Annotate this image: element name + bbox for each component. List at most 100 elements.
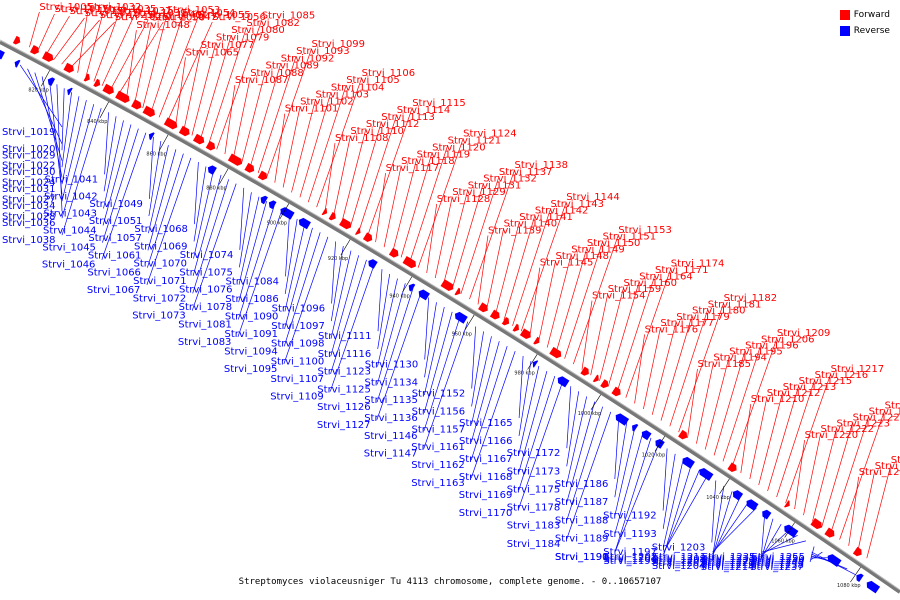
reverse-gene-label[interactable]: Strvi_1163 bbox=[411, 478, 465, 489]
forward-gene-label[interactable]: Strvi_1105 bbox=[346, 75, 400, 86]
reverse-gene-label[interactable]: Strvi_1126 bbox=[317, 402, 371, 413]
forward-gene-label[interactable]: Strvi_1080 bbox=[231, 25, 285, 36]
forward-gene-label[interactable]: Strvi_1047 bbox=[163, 12, 217, 23]
reverse-gene-label[interactable]: Strvi_1187 bbox=[555, 497, 609, 508]
reverse-gene-label[interactable]: Strvi_1204 bbox=[652, 561, 706, 572]
reverse-gene-label[interactable]: Strvi_1229 bbox=[701, 556, 755, 567]
reverse-gene-label[interactable]: Strvi_1173 bbox=[507, 466, 561, 477]
reverse-gene-label[interactable]: Strvi_1068 bbox=[134, 224, 188, 235]
reverse-gene-label[interactable]: Strvi_1116 bbox=[318, 349, 372, 360]
forward-gene-label[interactable]: Strvi_1245 bbox=[875, 461, 900, 472]
forward-gene-label[interactable]: Strvi_1113 bbox=[381, 112, 435, 123]
reverse-gene-label[interactable]: Strvi_1172 bbox=[507, 448, 561, 459]
reverse-gene-label[interactable]: Strvi_1091 bbox=[225, 329, 279, 340]
forward-gene-label[interactable]: Strvi_1048 bbox=[136, 20, 190, 31]
forward-gene-label[interactable]: Strvi_1124 bbox=[463, 129, 517, 140]
forward-gene-label[interactable]: Strvi_1138 bbox=[515, 160, 569, 171]
reverse-gene-label[interactable]: Strvi_1078 bbox=[179, 302, 233, 313]
reverse-gene-label[interactable]: Strvi_1184 bbox=[507, 539, 561, 550]
forward-gene-label[interactable]: Strvi_1176 bbox=[645, 324, 699, 335]
forward-gene-label[interactable]: Strvi_1139 bbox=[488, 225, 542, 236]
forward-gene-label[interactable]: Strvi_1035 bbox=[103, 4, 157, 15]
reverse-gene-label[interactable]: Strvi_1051 bbox=[89, 216, 143, 227]
reverse-gene-label[interactable]: Strvi_1123 bbox=[318, 367, 372, 378]
reverse-gene-label[interactable]: Strvi_1069 bbox=[134, 241, 188, 252]
forward-gene-label[interactable]: Strvi_1054 bbox=[182, 8, 236, 19]
reverse-gene-label[interactable]: Strvi_1109 bbox=[270, 392, 324, 403]
forward-gene-label[interactable]: Strvi_1128 bbox=[437, 194, 491, 205]
reverse-gene-label[interactable]: Strvi_1066 bbox=[87, 268, 141, 279]
reverse-gene-label[interactable]: Strvi_1178 bbox=[507, 503, 561, 514]
reverse-gene-label[interactable]: Strvi_1100 bbox=[271, 356, 325, 367]
reverse-gene-label[interactable]: Strvi_1130 bbox=[365, 360, 419, 371]
reverse-gene-label[interactable]: Strvi_1081 bbox=[178, 320, 232, 331]
forward-gene-label[interactable]: Strvi_1079 bbox=[216, 33, 270, 44]
reverse-gene-label[interactable]: Strvi_1044 bbox=[43, 226, 97, 237]
reverse-gene-label[interactable]: Strvi_1097 bbox=[271, 321, 325, 332]
reverse-gene-label[interactable]: Strvi_1219 bbox=[701, 560, 755, 571]
reverse-gene-label[interactable]: Strvi_1152 bbox=[412, 389, 466, 400]
forward-gene-label[interactable]: Strvi_1181 bbox=[708, 299, 762, 310]
forward-gene-label[interactable]: Strvi_1131 bbox=[468, 180, 522, 191]
reverse-gene-label[interactable]: Strvi_1095 bbox=[224, 364, 278, 375]
reverse-gene-label[interactable]: Strvi_1024 bbox=[2, 178, 56, 189]
forward-gene-label[interactable]: Strvi_1087 bbox=[235, 75, 289, 86]
reverse-gene-label[interactable]: Strvi_1169 bbox=[459, 490, 513, 501]
forward-gene-label[interactable]: Strvi_1055 bbox=[197, 10, 251, 21]
reverse-gene-label[interactable]: Strvi_1107 bbox=[271, 374, 325, 385]
forward-gene-label[interactable]: Strvi_1251 bbox=[891, 455, 900, 466]
forward-gene-label[interactable]: Strvi_1216 bbox=[815, 370, 869, 381]
forward-gene-label[interactable]: Strvi_1220 bbox=[805, 430, 859, 441]
forward-gene-label[interactable]: Strvi_1120 bbox=[432, 142, 486, 153]
forward-gene-label[interactable]: Strvi_1103 bbox=[316, 89, 370, 100]
forward-gene-label[interactable]: Strvi_1018 bbox=[70, 6, 124, 17]
forward-gene-label[interactable]: Strvi_1005 bbox=[39, 2, 93, 13]
reverse-gene-label[interactable]: Strvi_1071 bbox=[133, 276, 187, 287]
reverse-gene-label[interactable]: Strvi_1167 bbox=[459, 454, 513, 465]
forward-gene-label[interactable]: Strvi_1239 bbox=[859, 467, 900, 478]
forward-gene-label[interactable]: Strvi_1182 bbox=[724, 293, 778, 304]
reverse-gene-label[interactable]: Strvi_1125 bbox=[317, 384, 371, 395]
reverse-gene-label[interactable]: Strvi_1046 bbox=[42, 260, 96, 271]
reverse-gene-label[interactable]: Strvi_1029 bbox=[2, 150, 56, 161]
reverse-gene-label[interactable]: Strvi_1043 bbox=[44, 208, 98, 219]
reverse-gene-label[interactable]: Strvi_1201 bbox=[604, 554, 658, 565]
reverse-gene-label[interactable]: Strvi_1031 bbox=[2, 184, 56, 195]
reverse-gene-label[interactable]: Strvi_1098 bbox=[271, 339, 325, 350]
reverse-gene-label[interactable]: Strvi_1146 bbox=[364, 431, 418, 442]
forward-gene-label[interactable]: Strvi_1114 bbox=[397, 105, 451, 116]
reverse-gene-label[interactable]: Strvi_1255 bbox=[752, 552, 806, 563]
reverse-gene-label[interactable]: Strvi_1034 bbox=[2, 201, 56, 212]
reverse-gene-label[interactable]: Strvi_1244 bbox=[751, 556, 805, 567]
forward-gene-label[interactable]: Strvi_1151 bbox=[603, 232, 657, 243]
forward-gene-label[interactable]: Strvi_1174 bbox=[671, 259, 725, 270]
reverse-gene-label[interactable]: Strvi_1189 bbox=[555, 534, 609, 545]
forward-gene-label[interactable]: Strvi_1141 bbox=[519, 212, 573, 223]
reverse-gene-label[interactable]: Strvi_1072 bbox=[133, 293, 187, 304]
forward-gene-label[interactable]: Strvi_1143 bbox=[551, 199, 605, 210]
forward-gene-label[interactable]: Strvi_1065 bbox=[186, 47, 240, 58]
forward-gene-label[interactable]: Strvi_1053 bbox=[167, 5, 221, 16]
forward-gene-label[interactable]: Strvi_1085 bbox=[262, 10, 316, 21]
reverse-gene-label[interactable]: Strvi_1042 bbox=[44, 191, 98, 202]
forward-gene-label[interactable]: Strvi_1040 bbox=[148, 10, 202, 21]
reverse-gene-label[interactable]: Strvi_1207 bbox=[652, 556, 706, 567]
forward-gene-label[interactable]: Strvi_1050 bbox=[152, 13, 206, 24]
reverse-gene-label[interactable]: Strvi_1090 bbox=[225, 311, 279, 322]
reverse-gene-label[interactable]: Strvi_1168 bbox=[459, 472, 513, 483]
forward-gene-label[interactable]: Strvi_1224 bbox=[853, 412, 900, 423]
forward-gene-label[interactable]: Strvi_1011 bbox=[55, 4, 109, 15]
reverse-gene-label[interactable]: Strvi_1211 bbox=[653, 552, 707, 563]
forward-gene-label[interactable]: Strvi_1217 bbox=[831, 364, 885, 375]
forward-gene-label[interactable]: Strvi_1032 bbox=[88, 2, 142, 13]
reverse-gene-label[interactable]: Strvi_1250 bbox=[751, 554, 805, 565]
reverse-gene-label[interactable]: Strvi_1238 bbox=[750, 560, 804, 571]
reverse-gene-label[interactable]: Strvi_1073 bbox=[132, 311, 186, 322]
reverse-gene-label[interactable]: Strvi_1192 bbox=[603, 511, 657, 522]
reverse-gene-label[interactable]: Strvi_1067 bbox=[87, 285, 141, 296]
forward-gene-label[interactable]: Strvi_1145 bbox=[540, 258, 594, 269]
forward-gene-label[interactable]: Strvi_1230 bbox=[885, 401, 900, 412]
forward-gene-label[interactable]: Strvi_1212 bbox=[767, 388, 821, 399]
reverse-gene-label[interactable]: Strvi_1135 bbox=[364, 395, 418, 406]
reverse-gene-label[interactable]: Strvi_1057 bbox=[88, 233, 142, 244]
